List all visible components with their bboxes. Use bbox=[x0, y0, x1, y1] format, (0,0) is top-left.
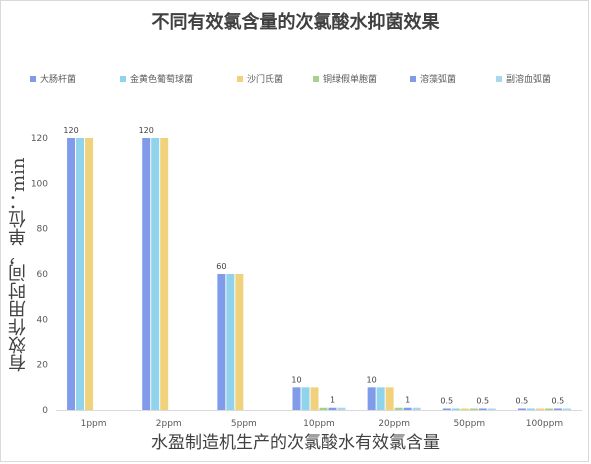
legend-item: 铜绿假单胞菌 bbox=[313, 72, 377, 85]
bar bbox=[544, 408, 553, 410]
bar bbox=[469, 408, 478, 410]
x-tick-label: 100ppm bbox=[526, 419, 563, 429]
bar bbox=[310, 387, 319, 410]
legend-label: 大肠杆菌 bbox=[40, 75, 77, 85]
y-tick-label: 60 bbox=[37, 270, 49, 280]
y-tick-label: 40 bbox=[37, 315, 49, 325]
bar bbox=[319, 407, 328, 410]
legend-item: 溶藻弧菌 bbox=[410, 72, 456, 85]
data-label: 1 bbox=[405, 396, 410, 405]
data-label: 120 bbox=[63, 126, 78, 135]
bar bbox=[460, 408, 469, 410]
bar bbox=[394, 407, 403, 410]
data-label: 0.5 bbox=[516, 397, 529, 406]
bar bbox=[85, 138, 94, 410]
bar bbox=[151, 138, 160, 410]
y-tick-label: 80 bbox=[37, 225, 49, 235]
bar bbox=[328, 407, 337, 410]
bar bbox=[76, 138, 85, 410]
bar bbox=[235, 274, 244, 410]
data-label: 0.5 bbox=[440, 397, 453, 406]
bar bbox=[562, 408, 571, 410]
chart-title: 不同有效氯含量的次氯酸水抑菌效果 bbox=[151, 12, 440, 33]
bar bbox=[217, 274, 226, 410]
legend-swatch bbox=[313, 75, 319, 82]
x-tick-label: 50ppm bbox=[453, 419, 485, 429]
x-axis-label: 水盈制造机生产的次氯酸水有效氯含量 bbox=[151, 433, 440, 453]
bar bbox=[553, 408, 562, 410]
legend-swatch bbox=[496, 75, 502, 82]
y-tick-label: 100 bbox=[31, 179, 48, 189]
y-tick-label: 0 bbox=[42, 406, 48, 416]
bar bbox=[487, 408, 496, 410]
bar bbox=[376, 387, 385, 410]
bar bbox=[535, 408, 544, 410]
legend-swatch bbox=[30, 75, 36, 82]
legend-item: 金黄色葡萄球菌 bbox=[120, 72, 193, 85]
bar bbox=[412, 407, 421, 410]
legend: 大肠杆菌 金黄色葡萄球菌 沙门氏菌 铜绿假单胞菌 溶藻弧菌 副溶血弧菌 bbox=[30, 72, 585, 88]
data-label: 60 bbox=[216, 262, 226, 271]
bar bbox=[301, 387, 310, 410]
legend-label: 铜绿假单胞菌 bbox=[323, 75, 378, 85]
legend-swatch bbox=[120, 75, 126, 82]
bar bbox=[517, 408, 526, 410]
data-label: 10 bbox=[367, 375, 377, 384]
legend-item: 副溶血弧菌 bbox=[496, 72, 551, 85]
legend-swatch bbox=[410, 75, 416, 82]
bar bbox=[337, 407, 346, 410]
bar bbox=[226, 274, 235, 410]
bar bbox=[451, 408, 460, 410]
data-label: 120 bbox=[139, 126, 154, 135]
bar bbox=[67, 138, 76, 410]
legend-item: 大肠杆菌 bbox=[30, 72, 76, 85]
legend-label: 溶藻弧菌 bbox=[420, 75, 457, 85]
bar bbox=[160, 138, 169, 410]
legend-label: 副溶血弧菌 bbox=[506, 75, 552, 85]
bar bbox=[526, 408, 535, 410]
bar bbox=[403, 407, 412, 410]
data-label: 1 bbox=[330, 396, 335, 405]
legend-label: 沙门氏菌 bbox=[247, 75, 284, 85]
y-tick-label: 20 bbox=[37, 361, 49, 371]
data-label: 10 bbox=[291, 375, 301, 384]
x-tick-label: 10ppm bbox=[303, 419, 335, 429]
x-tick-label: 1ppm bbox=[81, 419, 107, 429]
bar bbox=[478, 408, 487, 410]
x-tick-label: 20ppm bbox=[378, 419, 410, 429]
legend-item: 沙门氏菌 bbox=[237, 72, 283, 85]
legend-label: 金黄色葡萄球菌 bbox=[130, 75, 194, 85]
legend-swatch bbox=[237, 75, 243, 82]
x-tick-label: 5ppm bbox=[231, 419, 257, 429]
bar bbox=[367, 387, 376, 410]
data-label: 0.5 bbox=[552, 397, 565, 406]
bar bbox=[292, 387, 301, 410]
bar bbox=[142, 138, 151, 410]
x-tick-label: 2ppm bbox=[156, 419, 182, 429]
bar bbox=[385, 387, 394, 410]
y-tick-label: 120 bbox=[31, 134, 48, 144]
data-label: 0.5 bbox=[476, 397, 489, 406]
bar bbox=[442, 408, 451, 410]
